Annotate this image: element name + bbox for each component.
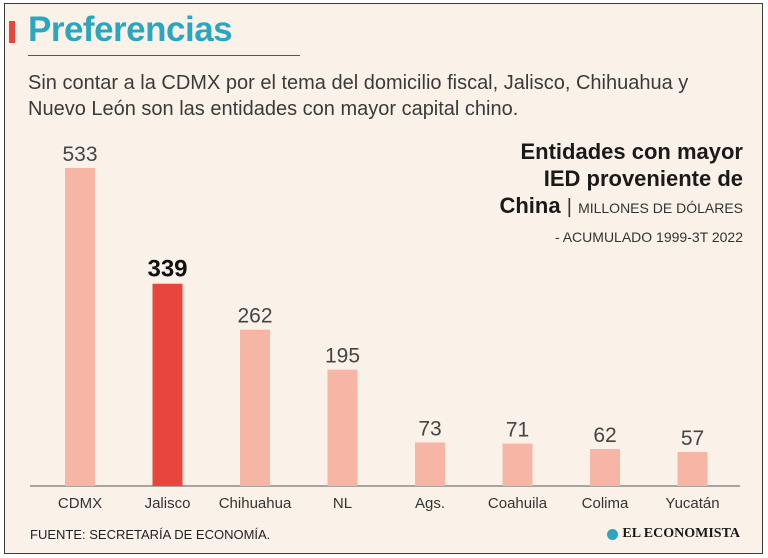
category-label: Coahuila [488, 495, 548, 512]
bar-jalisco [152, 283, 183, 486]
category-label: Yucatán [665, 495, 719, 512]
category-label: Chihuahua [219, 495, 292, 512]
category-label: Ags. [415, 495, 445, 512]
title-underline [28, 55, 300, 56]
category-label: CDMX [58, 495, 102, 512]
bar-yucatn [677, 451, 708, 486]
bar-chihuahua [240, 329, 270, 486]
bar-colima [590, 449, 620, 486]
category-label: Jalisco [145, 495, 191, 512]
category-label: Colima [582, 495, 629, 512]
bar-cdmx [65, 168, 95, 486]
category-label: NL [333, 495, 352, 512]
bar-coahuila [502, 443, 533, 486]
logo-text: EL ECONOMISTA [622, 526, 740, 541]
chart-units: MILLONES DE DÓLARES [578, 200, 743, 216]
source-note: FUENTE: SECRETARÍA DE ECONOMÍA. [30, 527, 271, 542]
subtitle: Sin contar a la CDMX por el tema del dom… [28, 72, 689, 120]
value-label: 71 [506, 419, 529, 442]
value-label: 339 [147, 256, 187, 283]
chart-title: Entidades con mayor IED proveniente de C… [413, 138, 743, 252]
chart-title-separator: | [566, 196, 572, 218]
value-label: 57 [681, 427, 704, 450]
bar-chart: 533 CDMX 339 Jalisco 262 Chihuahua 195 NL 73 Ags.… [30, 143, 740, 512]
infographic-frame [4, 3, 763, 554]
value-label: 62 [593, 424, 616, 447]
chart-title-line2: IED proveniente de [543, 166, 743, 191]
value-label: 195 [325, 345, 360, 368]
chart-title-line1: Entidades con mayor [520, 139, 743, 164]
page-title: Preferencias [28, 10, 233, 49]
publisher-logo: EL ECONOMISTA [607, 526, 740, 542]
value-label: 533 [62, 143, 97, 166]
bar-ags [415, 442, 445, 486]
chart-period: - ACUMULADO 1999-3T 2022 [554, 229, 743, 245]
value-label: 262 [237, 305, 272, 328]
accent-bar [9, 21, 15, 43]
logo-icon [607, 528, 619, 540]
value-label: 73 [418, 417, 441, 440]
chart-title-line3: China [499, 193, 561, 218]
bar-nl [327, 369, 358, 486]
